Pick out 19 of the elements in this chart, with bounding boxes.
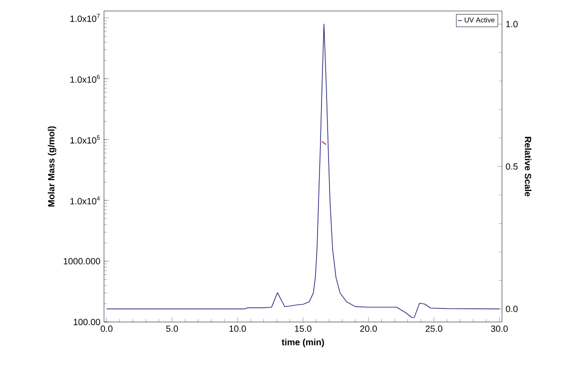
y-tick-label: 100.00 (74, 318, 100, 326)
y-tick-label: 1.0x10$^{4}$ (70, 196, 100, 204)
x-tick-label: 25.0 (426, 326, 442, 332)
y2-tick-label: 0.5 (506, 163, 518, 170)
x-tick-label: 0.0 (100, 326, 113, 332)
y-axis-title: Molar Mass (g/mol) (48, 126, 56, 207)
y2-axis-title: Relative Scale (524, 136, 532, 196)
y-tick-label: 1.0x10$^{6}$ (70, 74, 100, 83)
x-axis-title: time (min) (282, 338, 324, 348)
x-tick-label: 30.0 (491, 326, 508, 332)
y-tick-label: 1000.000 (64, 258, 100, 264)
y-tick-label: 1.0x10$^{5}$ (70, 136, 100, 144)
x-tick-label: 10.0 (230, 326, 246, 332)
y-tick-label: 1.0x10$^{7}$ (70, 14, 100, 22)
x-tick-label: 20.0 (360, 326, 377, 332)
y2-tick-label: 1.0 (506, 20, 518, 28)
x-tick-label: 15.0 (294, 326, 312, 332)
x-tick-label: 5.0 (166, 326, 178, 332)
y2-tick-label: 0.0 (506, 306, 518, 312)
